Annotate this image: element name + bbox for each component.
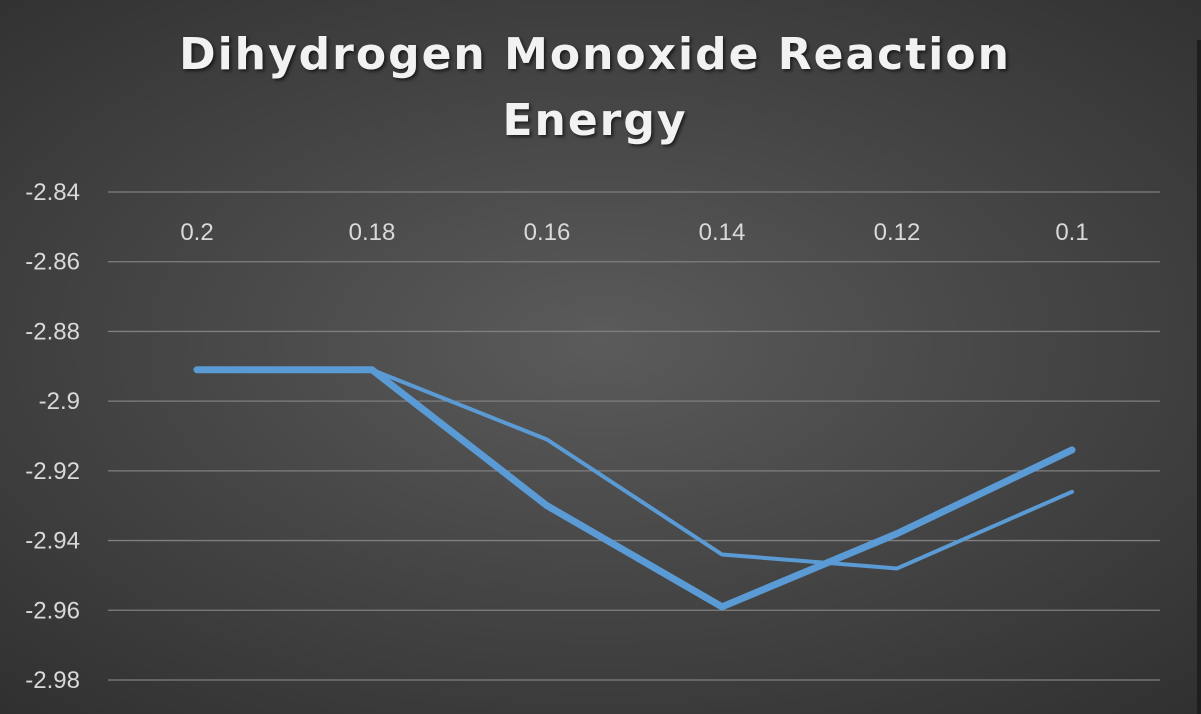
chart-title: Dihydrogen Monoxide Reaction Energy xyxy=(179,29,1011,146)
x-tick-label: 0.2 xyxy=(180,219,213,246)
x-tick-label: 0.16 xyxy=(524,219,571,246)
y-tick-label: -2.92 xyxy=(25,458,80,485)
y-tick-label: -2.9 xyxy=(39,388,80,415)
x-axis-tick-labels: 0.2 0.18 0.16 0.14 0.12 0.1 xyxy=(180,219,1088,246)
gridlines xyxy=(108,191,1160,681)
x-tick-label: 0.1 xyxy=(1055,219,1088,246)
y-axis-tick-labels: -2.84 -2.86 -2.88 -2.9 -2.92 -2.94 -2.96 -2.98 xyxy=(25,179,80,694)
series-line-thin xyxy=(195,367,1074,571)
x-tick-label: 0.14 xyxy=(699,219,746,246)
x-tick-label: 0.12 xyxy=(874,219,921,246)
y-tick-label: -2.86 xyxy=(25,249,80,276)
x-tick-label: 0.18 xyxy=(349,219,396,246)
y-tick-label: -2.96 xyxy=(25,597,80,624)
y-tick-label: -2.98 xyxy=(25,667,80,694)
y-tick-label: -2.94 xyxy=(25,528,80,555)
y-tick-label: -2.88 xyxy=(25,318,80,345)
series-lines xyxy=(193,366,1076,611)
chart-edge-shadow xyxy=(1197,40,1201,714)
y-tick-label: -2.84 xyxy=(25,179,80,206)
series-line-thick xyxy=(193,366,1076,611)
